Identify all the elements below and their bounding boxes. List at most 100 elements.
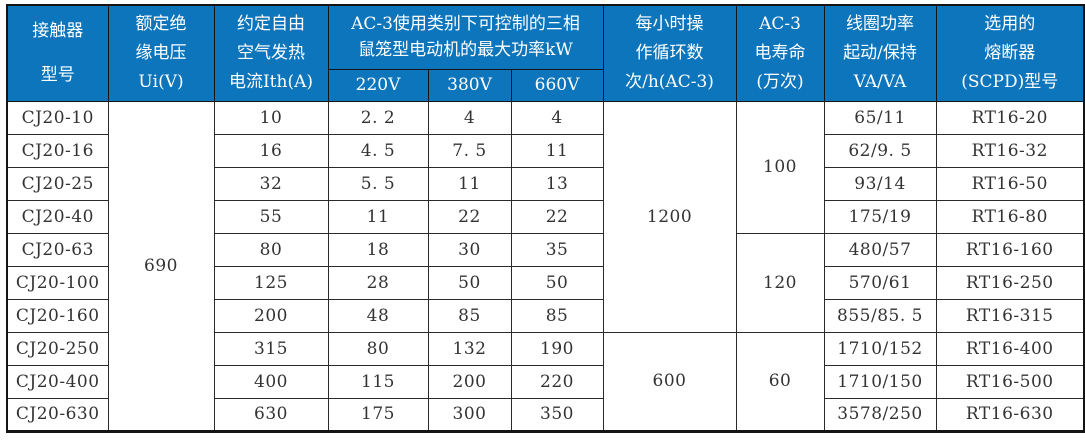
- table-row: CJ20-630 630 175 300 350 3578/250 RT16-6…: [6, 397, 1085, 432]
- cell-coil: 1710/152: [823, 331, 937, 366]
- header-label: 电流Ith(A): [228, 71, 314, 92]
- cell-p220: 2. 2: [327, 100, 429, 135]
- header-label: 电寿命: [754, 42, 806, 63]
- cell-model: CJ20-160: [6, 298, 109, 333]
- cell-p660: 11: [510, 133, 604, 168]
- table-row: CJ20-25 32 5. 5 11 13 93/14 RT16-50: [6, 166, 1085, 201]
- cell-model: CJ20-40: [6, 199, 109, 234]
- cell-life-merged: 60: [735, 331, 825, 432]
- cell-fuse: RT16-80: [935, 199, 1085, 234]
- header-label: 空气发热: [237, 42, 305, 63]
- header-label: 鼠笼型电动机的最大功率kW: [358, 40, 573, 61]
- table-row: CJ20-10 690 10 2. 2 4 4 1200 100 65/11 R…: [6, 100, 1085, 432]
- table-header: 接触器 型号 额定绝 缘电压 Ui(V) 约定自由 空气发热 电流Ith(A) …: [6, 4, 1085, 102]
- cell-fuse: RT16-32: [935, 133, 1085, 168]
- header-label: (万次): [756, 71, 804, 92]
- cell-p660: 4: [510, 100, 604, 135]
- header-label: Ui(V): [138, 71, 184, 92]
- contactor-spec-table: 接触器 型号 额定绝 缘电压 Ui(V) 约定自由 空气发热 电流Ith(A) …: [6, 4, 1085, 433]
- header-label: (SCPD)型号: [961, 71, 1059, 92]
- cell-p660: 35: [510, 232, 604, 267]
- cell-ui-voltage-merged: 690: [107, 100, 215, 432]
- cell-p660: 13: [510, 166, 604, 201]
- cell-p380: 85: [427, 298, 512, 333]
- header-cell-thermal-current: 约定自由 空气发热 电流Ith(A): [213, 4, 329, 102]
- cell-ith: 10: [213, 100, 329, 135]
- cell-p380: 4: [427, 100, 512, 135]
- header-label: 起动/保持: [843, 42, 917, 63]
- header-label: 作循环数: [635, 42, 704, 63]
- table-row: CJ20-63 80 18 30 35 120 480/57 RT16-160: [6, 232, 1085, 333]
- header-cell-cycles-per-hour: 每小时操 作循环数 次/h(AC-3): [602, 4, 737, 102]
- header-label: 额定绝: [135, 13, 187, 34]
- cell-life-merged: 100: [735, 100, 825, 234]
- header-cell-electrical-life: AC-3 电寿命 (万次): [735, 4, 825, 102]
- table-row: CJ20-16 16 4. 5 7. 5 11 62/9. 5 RT16-32: [6, 133, 1085, 168]
- cell-fuse: RT16-315: [935, 298, 1085, 333]
- cell-ith: 125: [213, 265, 329, 300]
- cell-fuse: RT16-50: [935, 166, 1085, 201]
- header-cell-ac3-power-group: AC-3使用类别下可控制的三相 鼠笼型电动机的最大功率kW: [327, 4, 604, 70]
- cell-model: CJ20-400: [6, 364, 109, 399]
- cell-ith: 200: [213, 298, 329, 333]
- cell-cycles-merged: 1200: [602, 100, 737, 333]
- table-row: CJ20-100 125 28 50 50 570/61 RT16-250: [6, 265, 1085, 300]
- cell-coil: 570/61: [823, 265, 937, 300]
- cell-p220: 4. 5: [327, 133, 429, 168]
- cell-fuse: RT16-500: [935, 364, 1085, 399]
- header-label: VA/VA: [853, 71, 907, 92]
- header-label: 线圈功率: [846, 13, 915, 34]
- header-cell-660v: 660V: [510, 68, 604, 102]
- cell-fuse: RT16-400: [935, 331, 1085, 366]
- cell-fuse: RT16-630: [935, 397, 1085, 432]
- cell-p220: 80: [327, 331, 429, 366]
- cell-p660: 85: [510, 298, 604, 333]
- cell-ith: 16: [213, 133, 329, 168]
- table-body: CJ20-10 690 10 2. 2 4 4 1200 100 65/11 R…: [6, 100, 1085, 432]
- cell-p380: 30: [427, 232, 512, 267]
- cell-model: CJ20-25: [6, 166, 109, 201]
- cell-model: CJ20-100: [6, 265, 109, 300]
- header-label: 次/h(AC-3): [625, 71, 714, 92]
- cell-p380: 200: [427, 364, 512, 399]
- cell-p220: 28: [327, 265, 429, 300]
- cell-p660: 220: [510, 364, 604, 399]
- cell-fuse: RT16-20: [935, 100, 1085, 135]
- header-label: 约定自由: [237, 13, 305, 34]
- table-row: CJ20-400 400 115 200 220 1710/150 RT16-5…: [6, 364, 1085, 399]
- cell-fuse: RT16-160: [935, 232, 1085, 267]
- header-row-sub: 220V 380V 660V: [7, 68, 1084, 102]
- header-label: AC-3使用类别下可控制的三相: [351, 14, 580, 35]
- header-cell-220v: 220V: [327, 68, 429, 102]
- cell-ith: 315: [213, 331, 329, 366]
- cell-p220: 5. 5: [327, 166, 429, 201]
- table-row: CJ20-40 55 11 22 22 175/19 RT16-80: [6, 199, 1085, 234]
- header-label: 缘电压: [135, 42, 187, 63]
- header-label: 接触器: [32, 21, 84, 42]
- cell-p380: 22: [427, 199, 512, 234]
- header-cell-insulation-voltage: 额定绝 缘电压 Ui(V): [107, 4, 215, 102]
- header-label: 型号: [40, 65, 75, 86]
- cell-coil: 93/14: [823, 166, 937, 201]
- cell-ith: 400: [213, 364, 329, 399]
- cell-p220: 48: [327, 298, 429, 333]
- cell-p220: 115: [327, 364, 429, 399]
- cell-p220: 18: [327, 232, 429, 267]
- cell-coil: 3578/250: [823, 397, 937, 432]
- cell-coil: 175/19: [823, 199, 937, 234]
- cell-p380: 11: [427, 166, 512, 201]
- cell-cycles-merged: 600: [602, 331, 737, 432]
- cell-coil: 855/85. 5: [823, 298, 937, 333]
- cell-ith: 80: [213, 232, 329, 267]
- header-label: 熔断器: [984, 42, 1036, 63]
- cell-p220: 175: [327, 397, 429, 432]
- header-label: AC-3: [759, 13, 801, 34]
- cell-coil: 480/57: [823, 232, 937, 267]
- cell-ith: 630: [213, 397, 329, 432]
- header-cell-contactor-model: 接触器 型号: [6, 4, 109, 102]
- header-row-top: 接触器 型号 额定绝 缘电压 Ui(V) 约定自由 空气发热 电流Ith(A) …: [6, 4, 1085, 102]
- cell-p660: 50: [510, 265, 604, 300]
- header-cell-380v: 380V: [427, 68, 512, 102]
- table-row: CJ20-160 200 48 85 85 855/85. 5 RT16-315: [6, 298, 1085, 333]
